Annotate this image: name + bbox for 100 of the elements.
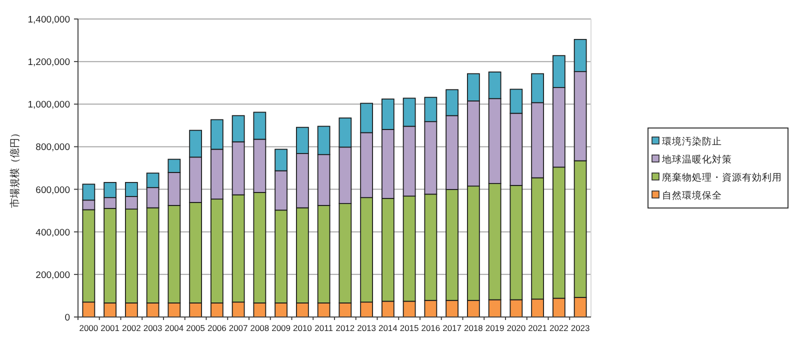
bar (467, 300, 480, 318)
x-tick-label: 2023 (570, 323, 590, 333)
legend-label: 自然環境保全 (662, 190, 722, 202)
bar (531, 177, 544, 300)
bar (552, 166, 566, 299)
bar (382, 198, 394, 302)
x-tick-label: 2014 (378, 323, 398, 333)
bar (531, 298, 544, 318)
bar (382, 98, 394, 130)
x-tick-label: 2008 (250, 323, 270, 333)
bar (232, 194, 245, 303)
x-tick-label: 2006 (207, 323, 227, 333)
bar (360, 102, 373, 134)
bar (338, 118, 352, 148)
x-tick-label: 2004 (164, 323, 184, 333)
bar (467, 100, 480, 187)
bar (467, 186, 480, 301)
x-tick-label: 2017 (442, 323, 462, 333)
x-tick-label: 2016 (421, 323, 440, 333)
x-tick-label: 2019 (485, 323, 505, 333)
bar (168, 205, 181, 304)
bar (274, 210, 288, 304)
x-tick-label: 2022 (549, 323, 569, 333)
bar (402, 126, 416, 197)
bar (552, 87, 566, 168)
x-tick-label: 2003 (143, 323, 163, 333)
y-tick-label: 1,200,000 (28, 57, 70, 68)
bar (253, 138, 266, 193)
x-tick-label: 2010 (292, 323, 312, 333)
bar (446, 300, 458, 318)
x-tick-label: 2013 (357, 323, 376, 333)
bar (510, 88, 523, 114)
bar (232, 141, 245, 196)
bar (189, 156, 202, 203)
bar (82, 184, 96, 201)
bar (104, 208, 116, 304)
bar (424, 194, 438, 301)
x-tick-label: 2009 (272, 323, 291, 333)
bar (82, 209, 96, 303)
bar (531, 73, 544, 104)
bar (552, 55, 566, 88)
y-axis-title: 市場規模（億円） (9, 128, 21, 208)
bar (552, 298, 566, 318)
bar (210, 119, 224, 150)
y-tick-label: 0 (64, 312, 70, 324)
bar (232, 115, 245, 142)
bar (488, 98, 502, 184)
bar (125, 208, 138, 304)
bar (360, 197, 373, 303)
x-tick-label: 2002 (122, 323, 142, 333)
y-tick-label: 200,000 (36, 270, 70, 281)
bar (360, 302, 373, 318)
bar (125, 182, 138, 197)
bar (446, 189, 458, 301)
bar (296, 153, 309, 208)
bar (488, 183, 502, 300)
bar (274, 170, 288, 211)
bar (210, 198, 224, 304)
bar (210, 148, 224, 200)
y-tick-label: 800,000 (36, 142, 70, 154)
x-tick-label: 2011 (314, 323, 334, 333)
bar (296, 126, 309, 154)
bar (338, 203, 352, 304)
bar (402, 98, 416, 127)
bar (574, 71, 587, 162)
bar (488, 72, 502, 100)
bar (104, 182, 116, 198)
bar (510, 185, 523, 300)
x-tick-label: 2012 (336, 323, 355, 333)
x-tick-label: 2007 (228, 323, 248, 333)
legend-label: 地球温暖化対策 (661, 154, 732, 166)
bar (402, 196, 416, 302)
bar (317, 205, 330, 304)
bar (467, 73, 480, 102)
x-tick-label: 2000 (79, 323, 98, 333)
bar (125, 196, 138, 210)
legend-label: 環境汚染防止 (662, 136, 722, 148)
legend-label: 廃棄物処理・資源有効利用 (662, 172, 782, 184)
bar (146, 187, 160, 208)
bar (446, 115, 458, 190)
bar (189, 202, 202, 304)
bar (296, 207, 309, 304)
bar (382, 300, 394, 318)
bar (146, 207, 160, 304)
bar (446, 89, 458, 116)
bar (424, 96, 438, 122)
x-tick-label: 2005 (186, 323, 206, 333)
bar (574, 160, 587, 298)
bar (253, 192, 266, 304)
bar (168, 172, 181, 206)
bar (104, 197, 116, 209)
bar (317, 126, 330, 156)
bar (317, 154, 330, 206)
bar (168, 158, 181, 173)
bar (189, 130, 202, 158)
x-tick-label: 2020 (506, 323, 526, 333)
bar (424, 121, 438, 195)
bar (510, 112, 523, 186)
bar (253, 112, 266, 140)
bar (382, 129, 394, 199)
